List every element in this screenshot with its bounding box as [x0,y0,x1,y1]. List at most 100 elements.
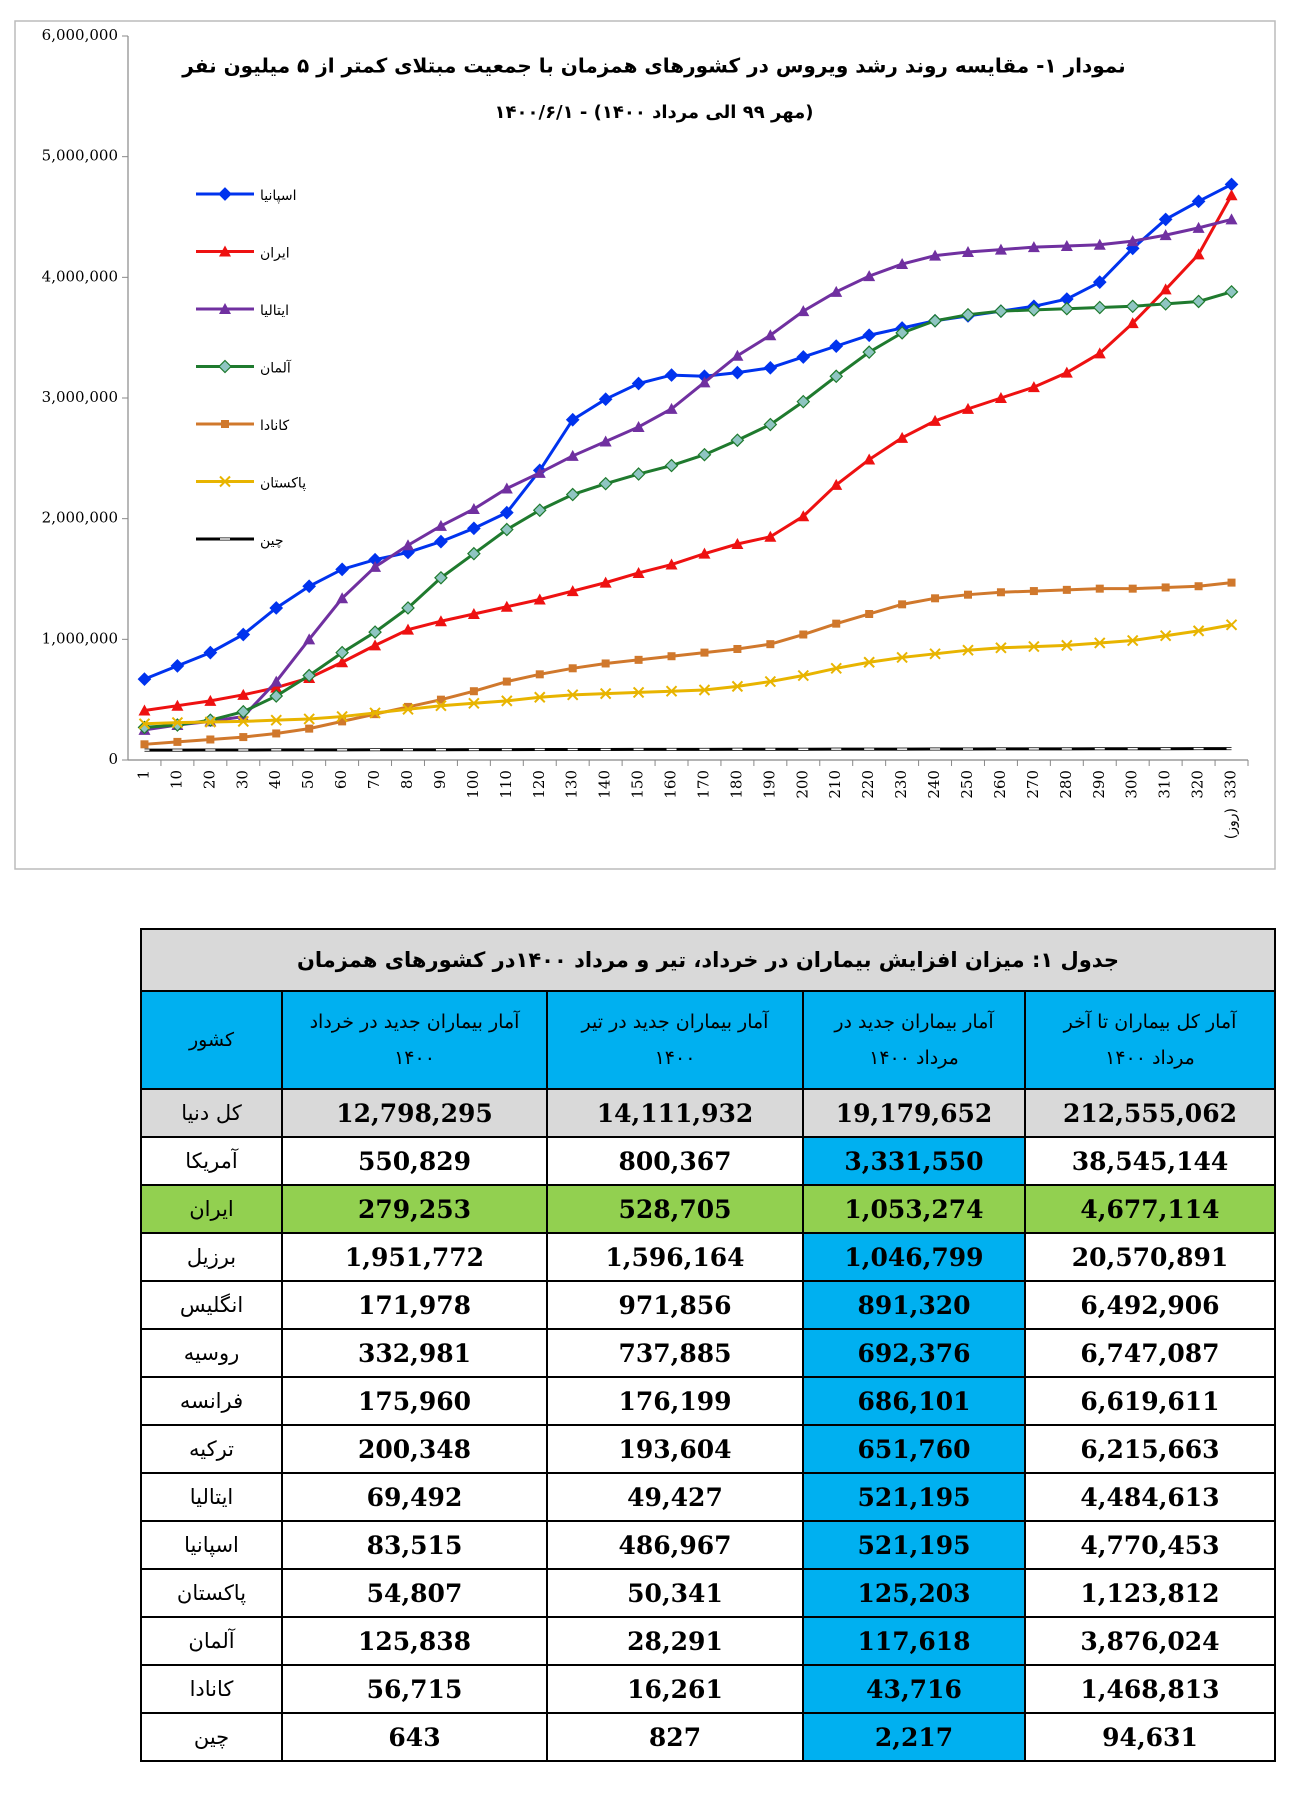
marker [764,329,777,341]
x-tick-label: 220 [859,770,877,799]
marker [269,601,284,615]
country-cell: پاکستان [140,1568,283,1618]
legend-item: چین [196,533,284,549]
marker [369,560,382,572]
marker [631,467,646,481]
x-tick-label: 1 [134,770,152,780]
x-tick-label: 70 [365,770,383,789]
marker [368,625,382,639]
value-cell: 28,291 [546,1616,804,1666]
marker [1192,221,1205,233]
marker [434,570,448,585]
marker [270,681,283,693]
marker [994,304,1008,318]
table-row: کانادا 56,715 16,261 43,716 1,468,813 [140,1664,1276,1714]
marker [467,503,480,515]
table-row: روسیه 332,981 737,885 692,376 6,747,087 [140,1328,1276,1378]
marker [962,402,974,414]
legend-marker [219,303,231,314]
legend-label: آلمان [260,360,292,377]
value-cell: 212,555,062 [1024,1088,1276,1138]
marker [336,710,348,723]
marker [566,585,579,597]
header-row: کشور آمار بیماران جدید در خرداد ۱۴۰۰ آمار … [140,990,1276,1090]
marker [467,607,480,619]
marker [534,691,546,703]
value-cell: 279,253 [281,1184,548,1234]
marker [1027,303,1041,317]
value-cell: 20,570,891 [1024,1232,1276,1282]
marker [599,435,612,447]
marker [764,530,777,542]
marker [1227,578,1236,587]
marker [632,566,645,578]
value-cell: 117,618 [802,1616,1026,1666]
marker [236,627,251,642]
series [137,284,1239,735]
value-cell: 737,885 [546,1328,804,1378]
marker [799,630,808,639]
marker [206,735,215,744]
value-cell: 38,545,144 [1024,1136,1276,1186]
header-cell: آمار بیماران جدید در مرداد ۱۴۰۰ [802,990,1026,1090]
table-row: چین 643 827 2,217 94,631 [140,1712,1276,1762]
value-cell: 1,951,772 [281,1232,548,1282]
x-tick-label: 80 [398,770,416,789]
marker [829,369,844,384]
marker [896,431,909,443]
marker [896,651,908,664]
marker [996,588,1005,597]
marker [533,593,546,605]
value-cell: 54,807 [281,1568,548,1618]
marker [402,539,414,551]
marker [796,350,811,364]
x-tick-label: 120 [530,770,548,799]
marker [500,482,513,494]
marker [1225,619,1238,631]
x-tick-label: 90 [431,770,449,789]
marker [598,476,613,491]
marker [270,714,282,726]
marker [499,522,514,537]
marker [697,447,712,462]
value-cell: 49,427 [546,1472,804,1522]
table-body: جدول ۱: میزان افزایش بیماران در خرداد، ت… [140,928,1276,1762]
marker [929,414,942,426]
legend-item: آلمان [196,360,292,377]
marker [929,648,941,660]
marker [535,670,544,679]
marker [305,724,314,733]
table-row: اسپانیا 83,515 486,967 521,195 4,770,453 [140,1520,1276,1570]
marker [797,510,810,522]
marker [763,417,778,432]
legend-marker [219,475,231,488]
value-cell: 16,261 [546,1664,804,1714]
marker [434,615,447,627]
series-line [143,183,1233,681]
marker [931,594,940,603]
value-cell: 643 [281,1712,548,1762]
y-tick-label: 0 [108,750,118,768]
marker [436,695,445,704]
marker [994,392,1007,403]
value-cell: 50,341 [546,1568,804,1618]
legend-label: اسپانیا [260,188,297,204]
x-tick-label: 270 [1024,770,1042,799]
x-tick-label: 210 [826,770,844,799]
marker [830,285,843,297]
marker [404,702,412,711]
x-tick-label: 260 [991,770,1009,799]
marker [898,600,907,609]
marker [664,368,679,382]
marker [566,449,579,461]
marker [140,740,149,749]
marker [138,718,151,730]
marker [204,716,217,728]
marker [631,376,646,391]
value-cell: 6,619,611 [1024,1376,1276,1426]
x-tick-label: 200 [793,770,811,799]
x-tick-label: 330 [1222,770,1240,799]
series [139,747,1237,752]
marker [1093,347,1106,359]
country-cell: ایتالیا [140,1472,283,1522]
